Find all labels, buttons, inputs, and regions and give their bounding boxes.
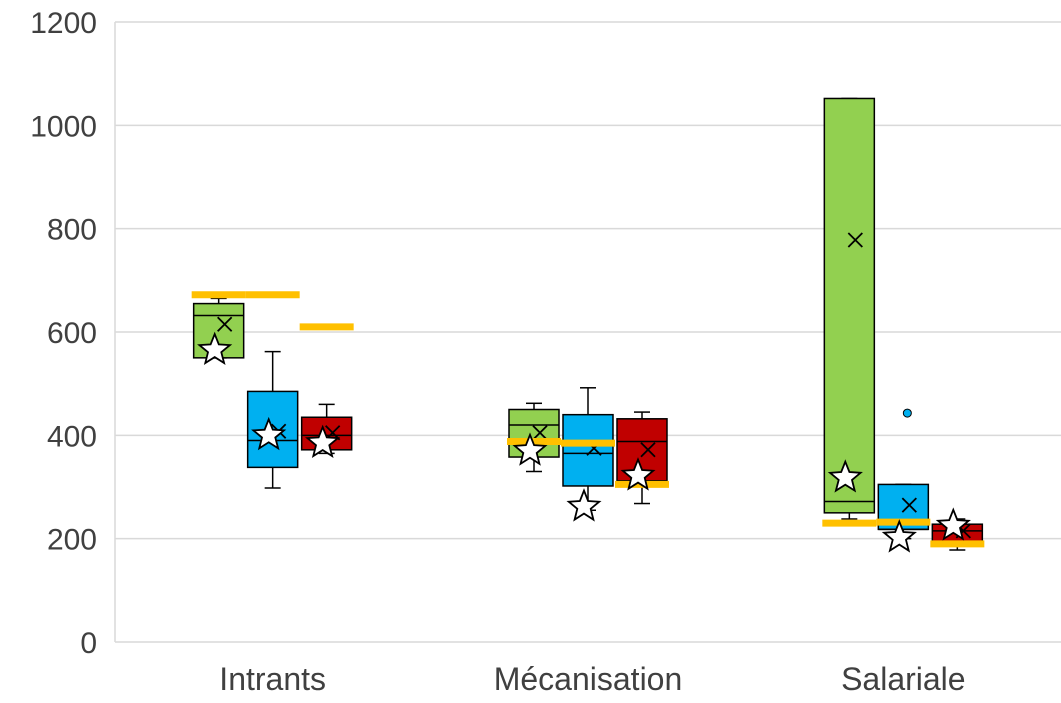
y-tick-label: 800 xyxy=(47,214,97,247)
reference-lines xyxy=(191,291,985,548)
box-body xyxy=(823,97,876,514)
star-marker xyxy=(197,331,233,365)
mean-marker xyxy=(532,425,548,441)
star-marker xyxy=(251,416,287,451)
y-tick-label: 1000 xyxy=(30,110,97,143)
y-tick-label: 400 xyxy=(47,420,97,453)
y-tick-label: 1200 xyxy=(30,7,97,40)
star-markers xyxy=(197,331,971,553)
star-marker xyxy=(512,432,548,466)
y-tick-label: 200 xyxy=(47,524,97,557)
box-series xyxy=(192,97,984,551)
mean-marker xyxy=(901,497,917,513)
star-marker xyxy=(827,459,863,493)
outlier-point xyxy=(902,408,912,418)
x-category-label: Salariale xyxy=(841,661,966,697)
y-tick-label: 0 xyxy=(80,627,97,660)
mean-marker xyxy=(217,316,233,332)
mean-marker xyxy=(640,442,656,458)
x-category-label: Intrants xyxy=(219,661,326,697)
x-category-label: Mécanisation xyxy=(494,661,683,697)
star-marker xyxy=(881,519,917,553)
box-mark xyxy=(823,97,876,520)
box-mark xyxy=(562,387,614,511)
star-marker xyxy=(566,488,602,522)
box-mark xyxy=(246,350,299,489)
star-marker xyxy=(620,457,656,491)
x-axis-category-labels: Intrants Mécanisation Salariale xyxy=(219,661,965,697)
star-marker xyxy=(305,424,341,458)
star-marker xyxy=(935,507,971,541)
y-axis-tick-labels: 0 200 400 600 800 1000 1200 xyxy=(30,7,97,660)
box-body xyxy=(562,413,614,487)
mean-marker xyxy=(847,232,863,248)
box-mark xyxy=(616,411,668,505)
y-tick-label: 600 xyxy=(47,317,97,350)
gridlines xyxy=(114,21,1061,643)
